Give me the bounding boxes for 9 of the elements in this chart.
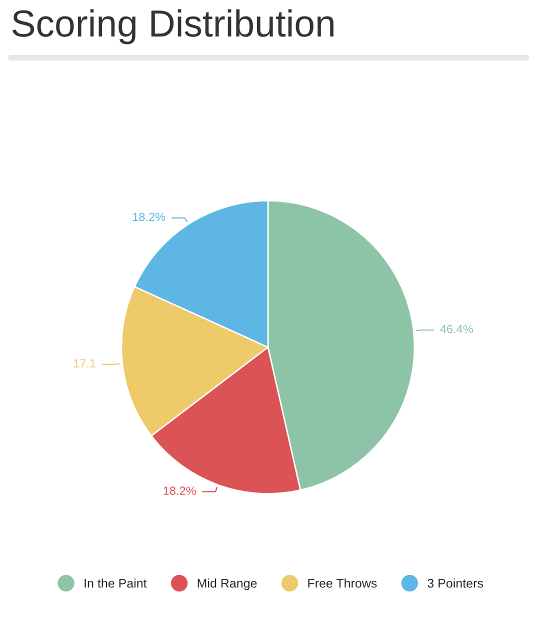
data-label: 18.2% (133, 212, 166, 222)
data-label: 46.4% (440, 324, 473, 334)
legend-label: 3 Pointers (428, 578, 483, 588)
data-label: 18.2% (164, 486, 196, 495)
data-label: 17.1 (74, 359, 96, 368)
legend-label: Mid Range (198, 578, 257, 590)
legend-label: In the Paint (84, 578, 147, 588)
chart-title: Scoring Distribution (12, 9, 334, 44)
legend-label: Free Throws (308, 578, 377, 588)
